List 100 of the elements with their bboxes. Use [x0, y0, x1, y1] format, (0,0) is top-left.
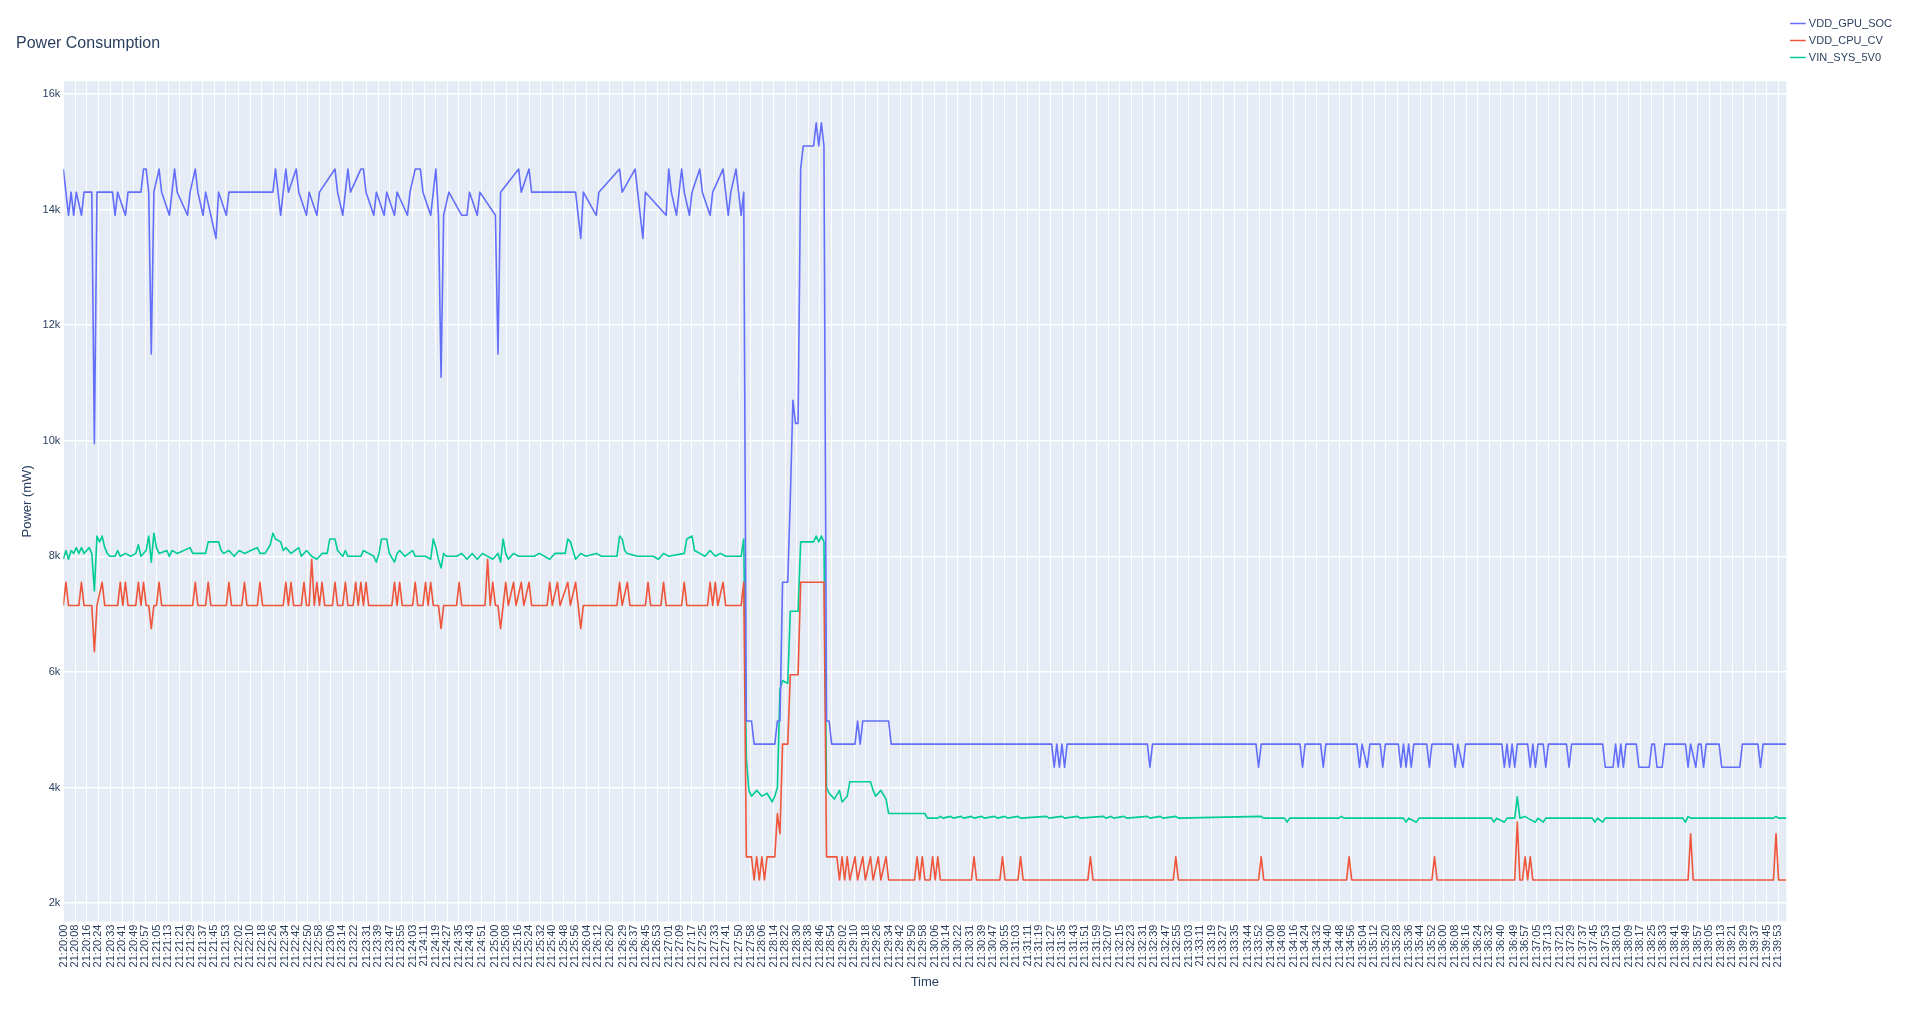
- x-tick-label: 21:35:44: [1413, 924, 1426, 968]
- x-tick-label: 21:39:13: [1713, 924, 1726, 968]
- x-tick-label: 21:29:42: [893, 924, 906, 968]
- x-tick-label: 21:28:14: [766, 924, 779, 968]
- x-tick-label: 21:33:03: [1181, 924, 1194, 968]
- x-tick-label: 21:39:21: [1725, 924, 1738, 968]
- x-tick-label: 21:28:22: [778, 924, 791, 968]
- x-tick-label: 21:38:57: [1690, 924, 1703, 968]
- x-tick-label: 21:30:31: [963, 924, 976, 968]
- x-tick-label: 21:34:48: [1332, 924, 1345, 968]
- x-tick-label: 21:39:05: [1702, 924, 1715, 968]
- x-tick-label: 21:24:11: [417, 924, 430, 967]
- x-tick-label: 21:26:29: [615, 924, 628, 968]
- x-tick-label: 21:33:52: [1252, 924, 1265, 968]
- x-tick-label: 21:38:01: [1610, 924, 1623, 968]
- x-tick-label: 21:31:11: [1020, 924, 1033, 967]
- x-tick-label: 21:32:39: [1147, 924, 1160, 968]
- x-tick-label: 21:23:22: [346, 924, 359, 968]
- x-tick-label: 21:34:40: [1321, 924, 1334, 968]
- x-tick-label: 21:30:14: [939, 924, 952, 968]
- x-tick-label: 21:27:09: [673, 924, 686, 968]
- x-tick-label: 21:30:06: [927, 924, 940, 968]
- x-tick-label: 21:25:08: [499, 924, 512, 968]
- x-tick-label: 21:21:45: [207, 924, 220, 968]
- x-tick-label: 21:34:00: [1263, 924, 1276, 968]
- x-tick-label: 21:33:19: [1204, 924, 1217, 968]
- x-tick-label: 21:24:43: [463, 924, 476, 968]
- y-tick-label: 2k: [48, 896, 61, 909]
- x-tick-label: 21:35:28: [1390, 924, 1403, 968]
- x-tick-label: 21:27:41: [719, 924, 732, 968]
- x-tick-label: 21:27:17: [684, 924, 697, 968]
- x-tick-label: 21:38:25: [1644, 924, 1657, 968]
- x-tick-label: 21:36:49: [1506, 924, 1519, 968]
- x-tick-label: 21:26:20: [602, 924, 615, 968]
- x-tick-label: 21:37:13: [1541, 924, 1554, 968]
- x-tick-label: 21:30:39: [974, 924, 987, 968]
- x-tick-label: 21:29:58: [916, 924, 929, 968]
- x-tick-label: 21:38:09: [1621, 924, 1634, 968]
- x-tick-label: 21:22:10: [243, 924, 256, 968]
- x-tick-label: 21:39:37: [1748, 924, 1761, 968]
- x-tick-label: 21:25:24: [522, 924, 535, 968]
- x-tick-label: 21:39:29: [1736, 924, 1749, 968]
- x-tick-label: 21:37:37: [1575, 924, 1588, 968]
- x-tick-label: 21:22:50: [300, 924, 313, 968]
- x-tick-label: 21:29:02: [835, 924, 848, 968]
- x-tick-label: 21:29:34: [881, 924, 894, 968]
- x-tick-label: 21:32:15: [1112, 924, 1125, 968]
- x-tick-label: 21:23:06: [323, 924, 336, 968]
- x-tick-label: 21:38:49: [1679, 924, 1692, 968]
- x-tick-label: 21:39:45: [1759, 924, 1772, 968]
- x-tick-label: 21:31:59: [1089, 924, 1102, 968]
- x-tick-label: 21:23:47: [382, 924, 395, 968]
- x-tick-label: 21:36:00: [1436, 924, 1449, 968]
- x-tick-label: 21:26:12: [591, 924, 604, 968]
- x-tick-label: 21:25:32: [533, 924, 546, 968]
- x-tick-label: 21:21:13: [161, 924, 174, 968]
- x-tick-label: 21:32:55: [1170, 924, 1183, 968]
- x-tick-label: 21:22:58: [312, 924, 325, 968]
- y-tick-label: 16k: [42, 86, 61, 99]
- x-tick-label: 21:33:11: [1193, 924, 1206, 967]
- chart-title: Power Consumption: [16, 34, 161, 52]
- x-tick-label: 21:28:06: [755, 924, 768, 968]
- x-tick-label: 21:32:07: [1101, 924, 1114, 968]
- x-tick-label: 21:20:41: [115, 924, 128, 968]
- x-tick-label: 21:36:40: [1493, 924, 1506, 968]
- x-tick-label: 21:25:16: [510, 924, 523, 968]
- x-tick-label: 21:25:56: [568, 924, 581, 968]
- legend-label: VDD_GPU_SOC: [1808, 16, 1893, 29]
- x-tick-label: 21:32:23: [1124, 924, 1137, 968]
- x-tick-label: 21:33:44: [1240, 924, 1253, 968]
- x-tick-label: 21:38:41: [1667, 924, 1680, 968]
- y-tick-label: 10k: [42, 433, 61, 446]
- x-tick-label: 21:34:16: [1286, 924, 1299, 968]
- x-tick-label: 21:26:53: [650, 924, 663, 968]
- x-tick-label: 21:39:53: [1771, 924, 1784, 968]
- x-tick-label: 21:37:45: [1587, 924, 1600, 968]
- x-tick-label: 21:27:01: [661, 924, 674, 968]
- x-tick-label: 21:22:42: [289, 924, 302, 968]
- x-tick-label: 21:27:50: [732, 924, 745, 968]
- x-tick-label: 21:21:29: [184, 924, 197, 968]
- x-tick-label: 21:20:57: [138, 924, 151, 968]
- x-tick-label: 21:22:26: [266, 924, 279, 968]
- x-tick-label: 21:29:26: [870, 924, 883, 968]
- x-tick-label: 21:24:19: [428, 924, 441, 968]
- x-tick-label: 21:29:18: [858, 924, 871, 968]
- x-tick-label: 21:24:03: [405, 924, 418, 968]
- x-tick-label: 21:28:54: [824, 924, 837, 968]
- x-tick-label: 21:27:58: [743, 924, 756, 968]
- x-tick-label: 21:26:45: [638, 924, 651, 968]
- x-tick-label: 21:31:51: [1078, 924, 1091, 968]
- x-tick-label: 21:20:33: [103, 924, 116, 968]
- x-tick-label: 21:36:57: [1518, 924, 1531, 968]
- x-tick-label: 21:30:22: [950, 924, 963, 968]
- x-tick-label: 21:26:37: [627, 924, 640, 968]
- x-tick-label: 21:33:27: [1216, 924, 1229, 968]
- x-tick-label: 21:37:53: [1598, 924, 1611, 968]
- x-tick-label: 21:20:24: [91, 924, 104, 968]
- x-tick-label: 21:23:14: [335, 924, 348, 968]
- x-tick-label: 21:24:35: [451, 924, 464, 968]
- x-tick-label: 21:35:04: [1355, 924, 1368, 968]
